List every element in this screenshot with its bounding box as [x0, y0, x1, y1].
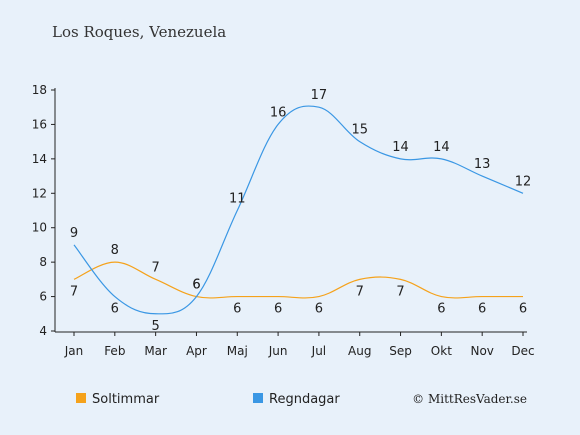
y-tick-label: 14: [32, 152, 47, 166]
data-label: 6: [478, 302, 486, 317]
data-label: 15: [351, 123, 368, 138]
data-label: 7: [70, 284, 78, 299]
x-tick-label: Maj: [227, 344, 248, 358]
data-label: 8: [111, 243, 119, 258]
series-line-regndagar: [73, 105, 524, 315]
series-line-soltimmar: [73, 261, 523, 299]
data-label: 14: [392, 140, 409, 155]
data-label: 6: [315, 302, 323, 317]
credit-text: © MittResVader.se: [412, 392, 527, 406]
data-label: 6: [111, 302, 119, 317]
chart-title: Los Roques, Venezuela: [52, 23, 226, 41]
legend-label-regndagar: Regndagar: [269, 392, 340, 407]
data-label: 13: [474, 157, 491, 172]
x-tick-label: Jun: [268, 344, 288, 358]
data-label: 16: [270, 105, 287, 120]
y-tick-label: 12: [32, 186, 47, 200]
x-tick-label: Jan: [64, 344, 84, 358]
data-label: 5: [151, 319, 159, 334]
x-tick-label: Nov: [470, 344, 493, 358]
x-tick-label: Mar: [144, 344, 167, 358]
x-tick-label: Dec: [511, 344, 534, 358]
x-tick-label: Okt: [431, 344, 452, 358]
data-label: 9: [70, 226, 78, 241]
x-tick-label: Aug: [348, 344, 371, 358]
y-tick-label: 4: [39, 324, 47, 338]
x-tick-label: Sep: [389, 344, 412, 358]
y-tick-label: 8: [39, 255, 47, 269]
x-tick-label: Feb: [104, 344, 125, 358]
data-label: 6: [274, 302, 282, 317]
data-label: 17: [311, 88, 328, 103]
data-label: 12: [515, 174, 532, 189]
legend-swatch-regndagar: [253, 393, 263, 403]
y-tick-label: 10: [32, 221, 47, 235]
data-label: 14: [433, 140, 450, 155]
legend-label-soltimmar: Soltimmar: [92, 392, 160, 407]
legend-swatch-soltimmar: [76, 393, 86, 403]
y-tick-label: 6: [39, 290, 47, 304]
data-label: 6: [192, 278, 200, 293]
x-tick-label: Jul: [311, 344, 326, 358]
data-label: 7: [151, 260, 159, 275]
data-label: 7: [396, 284, 404, 299]
data-label: 6: [519, 302, 527, 317]
data-label: 7: [356, 284, 364, 299]
data-label: 6: [233, 302, 241, 317]
data-label: 6: [437, 302, 445, 317]
x-tick-label: Apr: [186, 344, 207, 358]
y-tick-label: 16: [32, 117, 47, 131]
data-label: 6: [192, 278, 200, 293]
y-tick-label: 18: [32, 83, 47, 97]
data-label: 11: [229, 192, 246, 207]
